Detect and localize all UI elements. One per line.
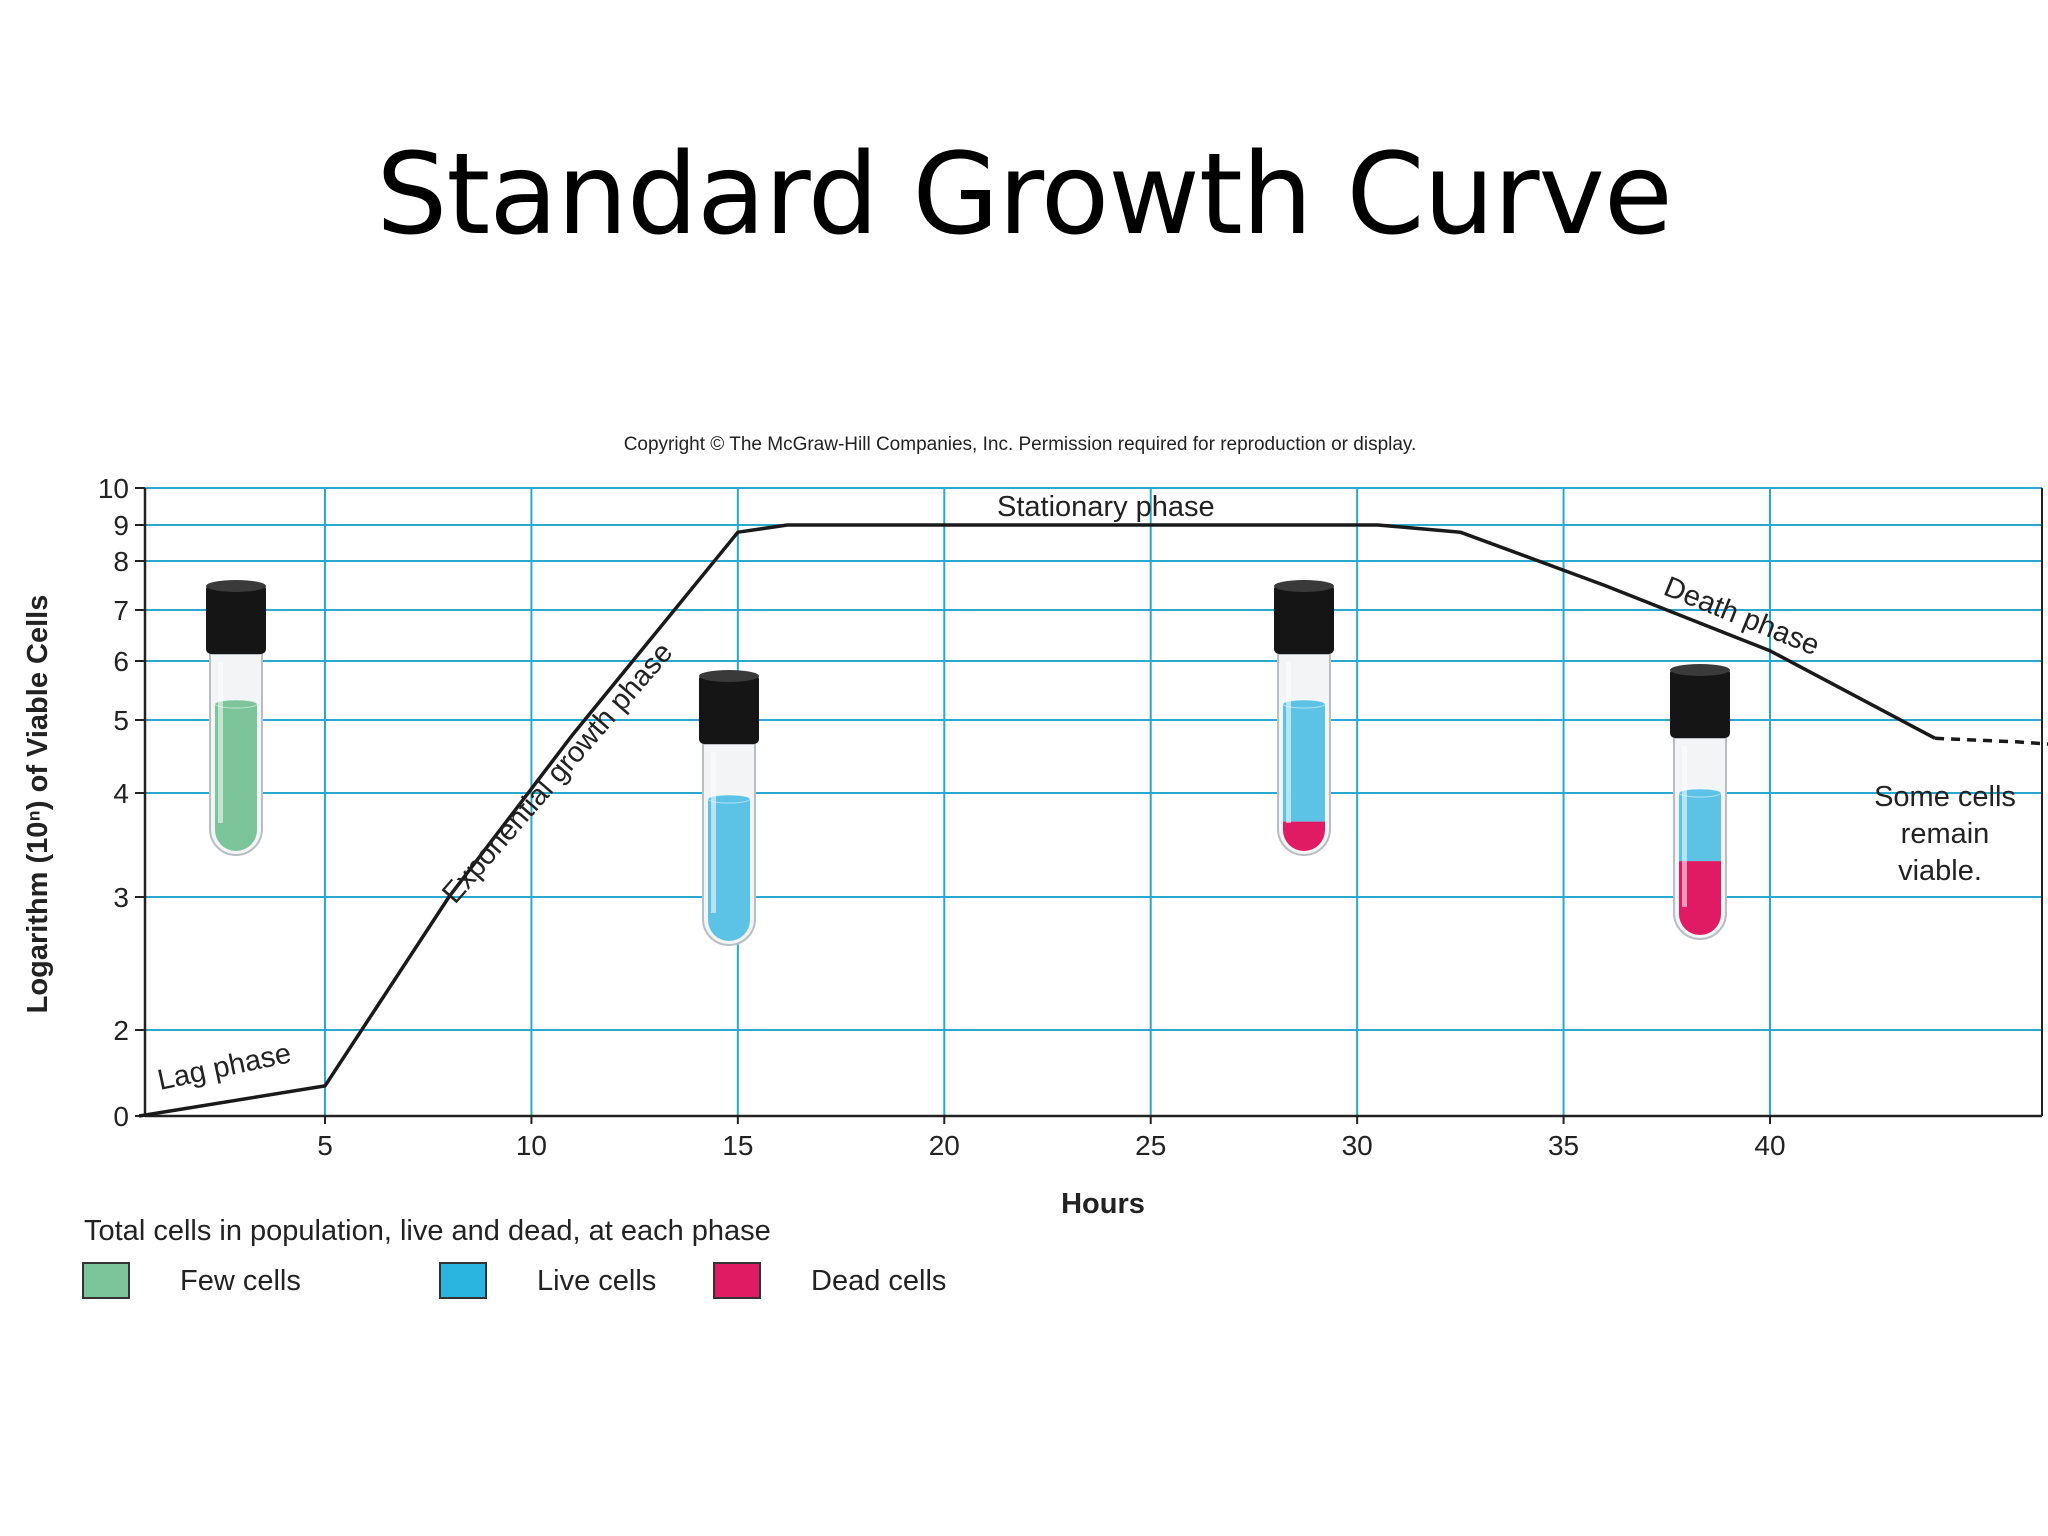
- grid: [145, 487, 2042, 1116]
- exponential-phase-label: Exponential growth phase: [436, 637, 679, 910]
- tube-highlight: [711, 752, 716, 913]
- y-tick-label: 4: [113, 778, 129, 809]
- legend-label: Few cells: [180, 1265, 301, 1297]
- y-tick-label: 7: [113, 595, 129, 626]
- y-tick-label: 6: [113, 646, 129, 677]
- tube-liquid-live: [1283, 704, 1325, 822]
- legend-swatch: [82, 1262, 130, 1299]
- tube-liquid-live: [708, 799, 750, 941]
- tube-liquid-live: [1679, 793, 1721, 862]
- tube-cap-top: [1670, 664, 1730, 676]
- some-cells-remain-viable-label: Some cells: [1874, 781, 2016, 813]
- lag-phase-label: Lag phase: [155, 1037, 294, 1096]
- tube-highlight: [1682, 746, 1687, 907]
- liquid-surface: [1678, 788, 1722, 798]
- x-tick-label: 20: [929, 1130, 960, 1161]
- tube-cap: [699, 674, 759, 744]
- tube-highlight: [1286, 662, 1291, 823]
- plot-area: 5 10 15 20 25 30 35 40 0 2 3 4 5 6 7 8 9 10 Lag phase Expon…: [98, 473, 2048, 1161]
- tube-cap-top: [699, 670, 759, 682]
- liquid-surface: [1282, 699, 1326, 709]
- tube-cap: [1274, 584, 1334, 654]
- tube-cap: [1670, 668, 1730, 738]
- growth-curve-line: [138, 523, 1936, 1118]
- tube-liquid-dead: [1283, 821, 1325, 851]
- x-tick-label: 10: [516, 1130, 547, 1161]
- legend-label: Dead cells: [811, 1265, 946, 1297]
- tube-liquid-few: [215, 704, 257, 851]
- y-tick-label: 5: [113, 705, 129, 736]
- slide-title: Standard Growth Curve: [376, 130, 1673, 260]
- test-tube-exponential: [699, 670, 759, 946]
- test-tube-stationary: [1274, 580, 1334, 856]
- y-tick-label: 9: [113, 510, 129, 541]
- legend: Few cells Live cells Dead cells: [82, 1262, 946, 1299]
- liquid-surface: [707, 794, 751, 804]
- x-tick-label: 25: [1135, 1130, 1166, 1161]
- tube-cap-top: [206, 580, 266, 592]
- tube-cap-top: [1274, 580, 1334, 592]
- some-cells-remain-viable-label: remain: [1901, 818, 1990, 850]
- legend-label: Live cells: [537, 1265, 656, 1297]
- some-cells-remain-viable-label: viable.: [1898, 855, 1982, 887]
- legend-swatch: [439, 1262, 487, 1299]
- stationary-phase-label: Stationary phase: [997, 491, 1215, 523]
- copyright-notice: Copyright © The McGraw-Hill Companies, I…: [624, 434, 1417, 455]
- test-tube-lag: [206, 580, 266, 856]
- y-tick-label: 0: [113, 1101, 129, 1132]
- tube-cap: [206, 584, 266, 654]
- test-tube-death: [1670, 664, 1730, 940]
- legend-caption: Total cells in population, live and dead…: [84, 1215, 771, 1247]
- x-tick-label: 30: [1342, 1130, 1373, 1161]
- x-tick-label: 35: [1548, 1130, 1579, 1161]
- growth-curve-extension: [1935, 736, 2048, 746]
- y-tick-label: 10: [98, 473, 129, 504]
- legend-swatch: [713, 1262, 761, 1299]
- y-tick-label: 2: [113, 1015, 129, 1046]
- y-axis-label: Logarithm (10ⁿ) of Viable Cells: [22, 595, 54, 1014]
- x-tick-label: 40: [1754, 1130, 1785, 1161]
- x-tick-label: 15: [722, 1130, 753, 1161]
- y-tick-label: 8: [113, 546, 129, 577]
- tube-highlight: [218, 662, 223, 823]
- x-tick-label: 5: [317, 1130, 333, 1161]
- tube-liquid-dead: [1679, 861, 1721, 935]
- y-tick-label: 3: [113, 882, 129, 913]
- x-axis-label: Hours: [1061, 1188, 1145, 1220]
- liquid-surface: [214, 699, 258, 709]
